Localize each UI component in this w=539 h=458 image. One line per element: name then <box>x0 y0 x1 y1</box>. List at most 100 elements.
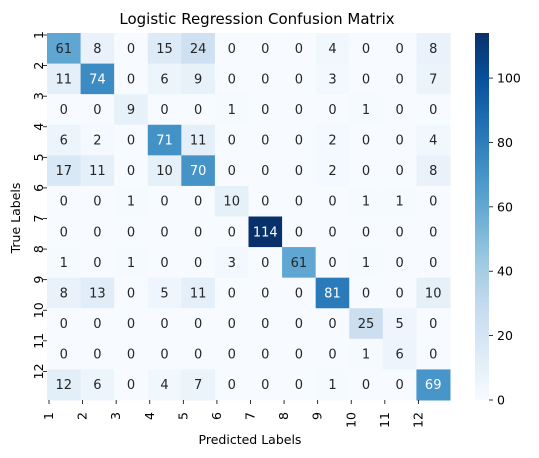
heatmap-cell <box>47 63 82 95</box>
cell-value: 0 <box>93 256 101 271</box>
cell-value: 0 <box>261 42 269 57</box>
x-tick-label: 10 <box>343 412 358 428</box>
y-tick-label: 12 <box>31 363 46 379</box>
heatmap-cell <box>181 277 216 309</box>
heatmap-cell <box>47 94 82 126</box>
cell-value: 11 <box>56 72 73 87</box>
cell-value: 71 <box>156 134 173 149</box>
cell-value: 61 <box>291 256 308 271</box>
heatmap-cell <box>214 338 249 370</box>
heatmap-cell <box>382 247 417 279</box>
cell-value: 1 <box>395 195 403 210</box>
y-tick-label: 11 <box>31 333 46 349</box>
heatmap-cell <box>80 124 115 156</box>
heatmap-cell <box>382 369 417 401</box>
heatmap-cell <box>181 308 216 340</box>
heatmap-cell <box>47 185 82 217</box>
heatmap-cell <box>147 33 182 65</box>
cell-value: 114 <box>253 225 278 240</box>
cell-value: 0 <box>429 225 437 240</box>
heatmap-cell <box>114 338 149 370</box>
cell-value: 0 <box>295 348 303 363</box>
cell-value: 0 <box>228 225 236 240</box>
colorbar-tick-label: 60 <box>497 199 513 214</box>
cell-value: 17 <box>56 164 73 179</box>
heatmap-cell <box>248 277 283 309</box>
heatmap-cell <box>47 277 82 309</box>
cell-value: 0 <box>60 225 68 240</box>
cell-value: 0 <box>194 317 202 332</box>
heatmap-cell <box>147 94 182 126</box>
cell-value: 13 <box>89 286 106 301</box>
cell-value: 0 <box>127 286 135 301</box>
cell-value: 0 <box>228 42 236 57</box>
heatmap-cell <box>47 369 82 401</box>
cell-value: 0 <box>194 348 202 363</box>
y-tick-label: 9 <box>31 276 46 284</box>
heatmap-cell <box>382 63 417 95</box>
cell-value: 0 <box>295 378 303 393</box>
cell-value: 8 <box>60 286 68 301</box>
cell-value: 0 <box>429 317 437 332</box>
cell-value: 0 <box>395 103 403 118</box>
cell-value: 6 <box>93 378 101 393</box>
cell-value: 70 <box>190 164 207 179</box>
heatmap-cell <box>114 216 149 248</box>
cell-value: 0 <box>261 256 269 271</box>
heatmap-cell <box>282 216 317 248</box>
cell-value: 1 <box>362 195 370 210</box>
cell-value: 0 <box>295 72 303 87</box>
heatmap-cell <box>214 216 249 248</box>
heatmap-cell <box>147 216 182 248</box>
heatmap-cell <box>282 124 317 156</box>
cell-value: 10 <box>425 286 442 301</box>
x-tick-label: 11 <box>377 412 392 428</box>
heatmap-cell <box>382 33 417 65</box>
cell-value: 0 <box>295 164 303 179</box>
heatmap-cell <box>147 124 182 156</box>
heatmap-cell <box>315 124 350 156</box>
cell-value: 0 <box>362 134 370 149</box>
cell-value: 0 <box>362 42 370 57</box>
heatmap-cell <box>248 155 283 187</box>
cell-value: 0 <box>228 317 236 332</box>
heatmap-cell <box>114 33 149 65</box>
heatmap-cell <box>315 94 350 126</box>
cell-value: 0 <box>362 378 370 393</box>
cell-value: 0 <box>261 378 269 393</box>
heatmap-cell <box>248 124 283 156</box>
heatmap-cell <box>349 216 384 248</box>
heatmap-cell <box>181 124 216 156</box>
heatmap-cell <box>416 63 451 95</box>
cell-value: 12 <box>56 378 73 393</box>
y-tick-label: 8 <box>31 245 46 253</box>
cell-value: 0 <box>295 195 303 210</box>
cell-value: 0 <box>395 256 403 271</box>
y-tick-label: 1 <box>31 31 46 39</box>
cell-value: 3 <box>228 256 236 271</box>
colorbar <box>475 33 489 400</box>
cell-value: 0 <box>261 317 269 332</box>
y-tick-label: 7 <box>31 215 46 223</box>
heatmap-cell <box>282 308 317 340</box>
cell-value: 0 <box>160 256 168 271</box>
heatmap-cell <box>315 155 350 187</box>
cell-value: 0 <box>429 348 437 363</box>
cell-value: 0 <box>127 72 135 87</box>
cell-value: 7 <box>429 72 437 87</box>
cell-value: 0 <box>93 225 101 240</box>
heatmap-cell <box>80 308 115 340</box>
heatmap-cell <box>282 338 317 370</box>
heatmap-cell <box>315 369 350 401</box>
heatmap-cell <box>416 155 451 187</box>
heatmap-cell <box>147 369 182 401</box>
cell-value: 0 <box>127 378 135 393</box>
heatmap-cell <box>248 94 283 126</box>
heatmap-cell <box>181 216 216 248</box>
cell-value: 1 <box>127 195 135 210</box>
cell-value: 9 <box>194 72 202 87</box>
cell-value: 0 <box>93 317 101 332</box>
colorbar-tick-label: 100 <box>497 71 521 86</box>
heatmap-cell <box>382 308 417 340</box>
